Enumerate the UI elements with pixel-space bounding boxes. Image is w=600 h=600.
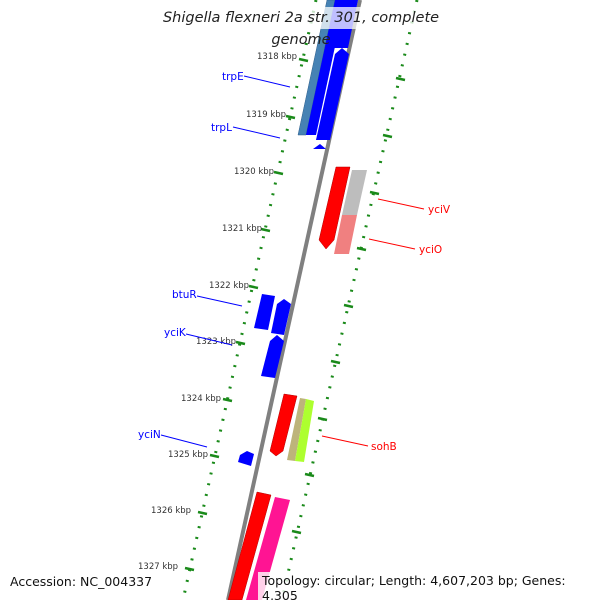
gene-trpE-light[interactable] — [297, 0, 336, 136]
tick-label: 1327 kbp — [138, 562, 178, 572]
gene-yciO[interactable] — [334, 215, 357, 254]
accession-label: Accession: NC_004337 — [8, 574, 155, 589]
gene-label-yciV[interactable]: yciV — [428, 204, 451, 216]
gene-red-arrow-2[interactable] — [269, 393, 298, 457]
label-connector — [243, 75, 291, 88]
gene-yciK-arrow[interactable] — [271, 299, 291, 335]
gene-label-yciK[interactable]: yciK — [164, 327, 187, 339]
gene-red-arrow-1[interactable] — [318, 166, 351, 250]
tick-label: 1324 kbp — [181, 394, 221, 404]
gene-red-long[interactable] — [227, 491, 272, 600]
gene-label-trpL[interactable]: trpL — [211, 122, 232, 134]
label-connector — [232, 126, 281, 139]
tick-label: 1321 kbp — [222, 224, 262, 234]
label-connector — [196, 295, 243, 307]
gene-trpD-arrow[interactable] — [316, 48, 349, 140]
gene-yciV[interactable] — [342, 170, 367, 215]
gene-sohB[interactable] — [295, 399, 314, 462]
tick-label: 1323 kbp — [196, 337, 236, 347]
tick-label: 1320 kbp — [234, 167, 274, 177]
gene-blue-arrow-3[interactable] — [261, 335, 284, 378]
gene-trpL[interactable] — [313, 144, 326, 149]
gene-label-sohB[interactable]: sohB — [371, 441, 397, 453]
topology-label: Topology: circular; Length: 4,607,203 bp… — [258, 572, 600, 600]
gene-label-trpE[interactable]: trpE — [222, 71, 244, 83]
gene-magenta[interactable] — [246, 497, 290, 600]
gene-btuR[interactable] — [254, 294, 275, 330]
gene-label-yciN[interactable]: yciN — [138, 429, 161, 441]
gene-yciN[interactable] — [238, 451, 254, 466]
major-ticks — [184, 57, 406, 572]
label-connector — [185, 333, 233, 346]
label-connector — [160, 434, 208, 448]
gene-trpE[interactable] — [306, 0, 345, 135]
tick-label: 1326 kbp — [151, 506, 191, 516]
gene-label-btuR[interactable]: btuR — [172, 289, 197, 301]
gene-label-yciO[interactable]: yciO — [419, 244, 442, 256]
gene-tan[interactable] — [287, 398, 306, 461]
outer-ring-ticks — [280, 0, 419, 600]
label-connector — [377, 198, 425, 210]
tick-label: 1322 kbp — [209, 281, 249, 291]
label-connector — [368, 238, 416, 250]
map-title: Shigella flexneri 2a str. 301, complete … — [136, 7, 466, 48]
tick-label: 1319 kbp — [246, 110, 286, 120]
tick-label: 1325 kbp — [168, 450, 208, 460]
tick-label: 1318 kbp — [257, 52, 297, 62]
label-connector — [321, 435, 369, 447]
